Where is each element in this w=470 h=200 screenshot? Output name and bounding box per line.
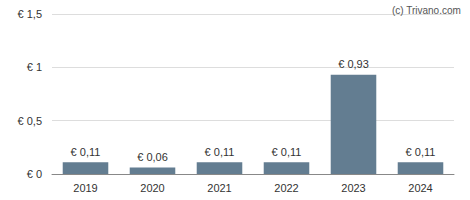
svg-text:€ 0,93: € 0,93 — [338, 58, 369, 70]
svg-text:€ 0,11: € 0,11 — [71, 146, 101, 158]
svg-text:€ 0: € 0 — [27, 168, 42, 180]
svg-text:€ 1,5: € 1,5 — [18, 8, 42, 20]
svg-text:€ 0,06: € 0,06 — [137, 151, 168, 163]
svg-text:€ 0,11: € 0,11 — [272, 146, 302, 158]
svg-text:€ 0,5: € 0,5 — [18, 115, 42, 127]
svg-text:2024: 2024 — [408, 182, 432, 194]
svg-text:2023: 2023 — [341, 182, 365, 194]
svg-text:2021: 2021 — [207, 182, 231, 194]
svg-text:(c) Trivano.com: (c) Trivano.com — [392, 5, 461, 16]
svg-text:€ 0,11: € 0,11 — [406, 146, 436, 158]
svg-text:2020: 2020 — [140, 182, 164, 194]
svg-text:2019: 2019 — [73, 182, 97, 194]
svg-text:€ 0,11: € 0,11 — [205, 146, 235, 158]
svg-text:€ 1: € 1 — [27, 61, 42, 73]
svg-text:2022: 2022 — [274, 182, 298, 194]
